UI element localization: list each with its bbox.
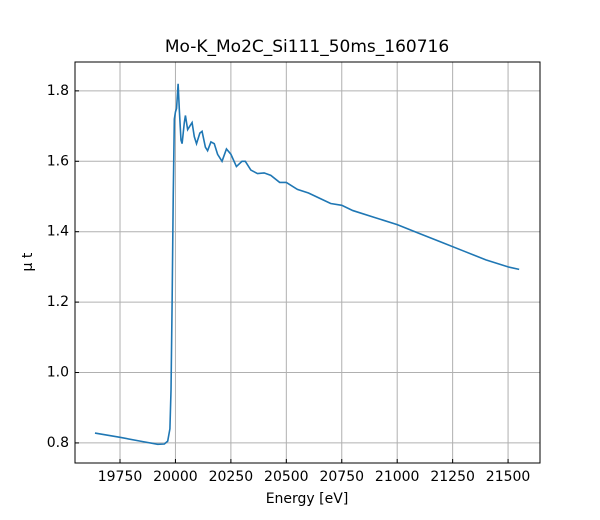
y-tick-label: 0.8 bbox=[47, 435, 69, 451]
y-axis-label: μ t bbox=[20, 252, 36, 271]
x-tick-label: 21000 bbox=[375, 469, 420, 485]
y-tick-label: 1.4 bbox=[47, 224, 69, 240]
y-tick-label: 1.0 bbox=[47, 365, 69, 381]
x-tick-label: 20750 bbox=[319, 469, 364, 485]
data-line bbox=[94, 83, 520, 446]
y-tick-label: 1.2 bbox=[47, 294, 69, 310]
x-tick-label: 20000 bbox=[153, 469, 198, 485]
y-tick-label: 1.8 bbox=[47, 83, 69, 99]
plot-frame bbox=[74, 61, 541, 464]
chart-title: Mo-K_Mo2C_Si111_50ms_160716 bbox=[165, 37, 449, 57]
x-tick-label: 20500 bbox=[264, 469, 309, 485]
x-tick-label: 20250 bbox=[209, 469, 254, 485]
x-tick-label: 21500 bbox=[486, 469, 531, 485]
x-axis-label: Energy [eV] bbox=[266, 491, 349, 507]
y-tick-label: 1.6 bbox=[47, 153, 69, 169]
x-tick-label: 21250 bbox=[430, 469, 475, 485]
x-tick-label: 19750 bbox=[98, 469, 143, 485]
